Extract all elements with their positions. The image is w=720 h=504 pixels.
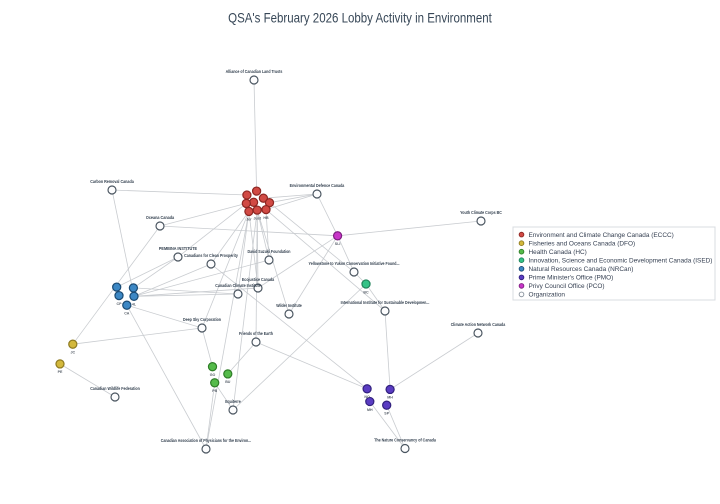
svg-text:SLI: SLI bbox=[335, 242, 341, 246]
svg-text:Equiterre: Equiterre bbox=[225, 399, 241, 404]
svg-text:Fisheries and Oceans Canada (D: Fisheries and Oceans Canada (DFO) bbox=[529, 240, 636, 247]
svg-text:HB: HB bbox=[263, 216, 269, 220]
svg-text:Oceana Canada: Oceana Canada bbox=[146, 215, 175, 220]
svg-text:Organization: Organization bbox=[529, 292, 566, 299]
svg-text:International Institute for Su: International Institute for Sustainable … bbox=[341, 300, 430, 305]
svg-text:Yellowstone to Yukon Conservat: Yellowstone to Yukon Conservation Initia… bbox=[309, 261, 400, 266]
svg-text:JC: JC bbox=[70, 351, 75, 355]
svg-text:BC: BC bbox=[363, 290, 369, 294]
svg-text:Canadian Association of Physic: Canadian Association of Physicians for t… bbox=[161, 438, 251, 443]
svg-text:Canadian Climate Institute: Canadian Climate Institute bbox=[215, 283, 261, 288]
svg-text:Prime Minister's Office (PMO): Prime Minister's Office (PMO) bbox=[529, 275, 614, 282]
svg-text:NO: NO bbox=[364, 395, 370, 399]
svg-text:Friends of the Earth: Friends of the Earth bbox=[239, 331, 273, 336]
svg-text:SP: SP bbox=[384, 412, 389, 416]
svg-text:Environment and Climate Change: Environment and Climate Change Canada (E… bbox=[529, 232, 674, 239]
svg-text:Just: Just bbox=[254, 216, 262, 220]
svg-text:BU: BU bbox=[225, 380, 231, 384]
svg-text:Deep Sky Corporation: Deep Sky Corporation bbox=[183, 317, 221, 322]
svg-text:Jer: Jer bbox=[246, 218, 252, 222]
svg-text:Alliance of Canadian Land Trus: Alliance of Canadian Land Trusts bbox=[226, 69, 283, 74]
svg-text:CP: CP bbox=[117, 302, 123, 306]
svg-text:Youth Climate Corps BC: Youth Climate Corps BC bbox=[460, 210, 502, 215]
svg-text:PE: PE bbox=[58, 370, 63, 374]
svg-text:Natural Resources Canada (NRCa: Natural Resources Canada (NRCan) bbox=[529, 266, 634, 273]
svg-text:QSA's February 2026 Lobby Acti: QSA's February 2026 Lobby Activity in En… bbox=[228, 10, 492, 26]
svg-text:GO: GO bbox=[210, 373, 216, 377]
svg-text:4L: 4L bbox=[132, 303, 137, 307]
svg-text:Canadians for Clean Prosperity: Canadians for Clean Prosperity bbox=[184, 253, 238, 258]
svg-text:Ecojustice Canada: Ecojustice Canada bbox=[242, 277, 275, 282]
svg-text:Carbon Removal Canada: Carbon Removal Canada bbox=[90, 179, 134, 184]
svg-text:MH: MH bbox=[367, 408, 373, 412]
svg-text:PEMBINA INSTITUTE: PEMBINA INSTITUTE bbox=[159, 246, 197, 251]
svg-text:Canadian Wildlife Federation: Canadian Wildlife Federation bbox=[90, 386, 140, 391]
svg-text:Privy Council Office (PCO): Privy Council Office (PCO) bbox=[529, 283, 605, 290]
svg-text:CA: CA bbox=[124, 312, 130, 316]
svg-text:Health Canada (HC): Health Canada (HC) bbox=[529, 249, 587, 256]
svg-text:MH: MH bbox=[387, 396, 393, 400]
svg-text:Environmental Defence Canada: Environmental Defence Canada bbox=[290, 183, 345, 188]
svg-text:The Nature Conservancy of Cana: The Nature Conservancy of Canada bbox=[374, 437, 436, 442]
svg-text:PB: PB bbox=[212, 389, 217, 393]
svg-text:Wilder Institute: Wilder Institute bbox=[276, 303, 302, 308]
svg-text:David Suzuki Foundation: David Suzuki Foundation bbox=[248, 249, 291, 254]
svg-text:Innovation, Science and Econom: Innovation, Science and Economic Develop… bbox=[529, 257, 713, 264]
svg-text:Climate Action Network Canada: Climate Action Network Canada bbox=[451, 322, 506, 327]
